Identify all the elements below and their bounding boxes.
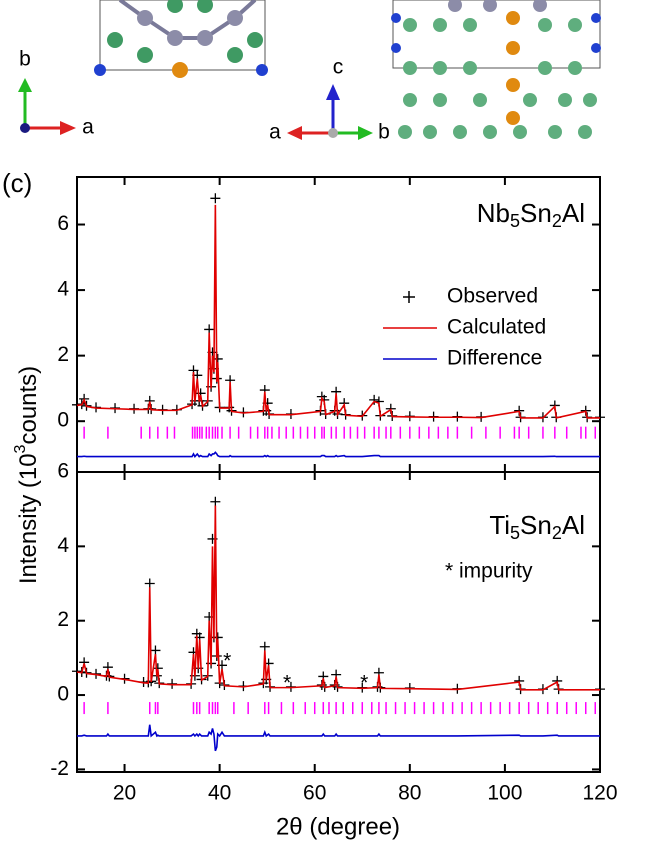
profile-line — [77, 451, 600, 458]
observed-point — [259, 641, 270, 652]
plot-frame — [76, 471, 601, 773]
label-part: Ti — [489, 510, 510, 540]
label-part: Sn — [520, 198, 552, 228]
axis-letter: a — [82, 116, 94, 139]
compound-label: Ti5Sn2Al — [489, 510, 585, 543]
y-tick-label: 6 — [57, 212, 69, 235]
impurity-marker: * — [283, 672, 291, 695]
x-tick-label: 20 — [113, 782, 136, 805]
impurity-marker: * — [223, 649, 231, 672]
x-tick-label: 80 — [398, 782, 421, 805]
label-part: Nb — [477, 198, 510, 228]
observed-point — [144, 578, 155, 589]
y-tick-label: 2 — [57, 343, 69, 366]
axis-letter: b — [378, 121, 390, 144]
subscript: 2 — [552, 523, 562, 543]
x-tick-label: 60 — [303, 782, 326, 805]
y-tick-label: 2 — [57, 608, 69, 631]
panel-label: (c) — [2, 168, 32, 198]
observed-point — [150, 645, 161, 656]
observed-point — [210, 193, 221, 204]
axis-letter: c — [333, 56, 344, 79]
profile-line — [76, 505, 600, 691]
y-tick-label: 4 — [57, 534, 69, 557]
profile-line — [77, 724, 600, 752]
x-tick-label: 40 — [208, 782, 231, 805]
legend-label: Calculated — [447, 316, 546, 339]
y-tick-label: 0 — [57, 409, 69, 432]
observed-point — [369, 394, 380, 405]
observed-point — [72, 666, 82, 677]
axes-middle: c a b — [269, 56, 390, 144]
axis-letter: b — [19, 48, 31, 71]
y-label-part: Intensity (10 — [15, 453, 42, 584]
structure-right — [391, 0, 601, 139]
observed-point — [210, 496, 221, 507]
legend-swatch — [403, 291, 415, 303]
x-axis-label: 2θ (degree) — [276, 813, 400, 840]
y-tick-label: 6 — [57, 460, 69, 483]
subscript: 5 — [510, 211, 520, 231]
subscript: 2 — [552, 211, 562, 231]
y-tick-label: -2 — [50, 757, 69, 780]
legend-label: Difference — [447, 347, 542, 370]
annotation: * impurity — [445, 560, 533, 583]
profile-line — [76, 204, 600, 419]
label-part: Al — [562, 198, 585, 228]
impurity-marker: * — [360, 672, 368, 695]
y-label-part: counts) — [15, 366, 42, 445]
axes-left: b a — [18, 48, 94, 139]
y-axis-label: Intensity (103counts) — [12, 366, 42, 584]
subscript: 5 — [510, 523, 520, 543]
compound-label: Nb5Sn2Al — [477, 198, 585, 231]
axis-letter: a — [269, 121, 281, 144]
y-label-sup: 3 — [12, 444, 29, 453]
x-tick-label: 120 — [582, 782, 617, 805]
y-tick-label: 0 — [57, 683, 69, 706]
structure-left — [94, 0, 268, 78]
x-tick-label: 100 — [487, 782, 522, 805]
label-part: Al — [562, 510, 585, 540]
legend-label: Observed — [447, 285, 538, 308]
y-tick-label: 4 — [57, 278, 69, 301]
label-part: Sn — [520, 510, 552, 540]
observed-point — [204, 611, 215, 622]
